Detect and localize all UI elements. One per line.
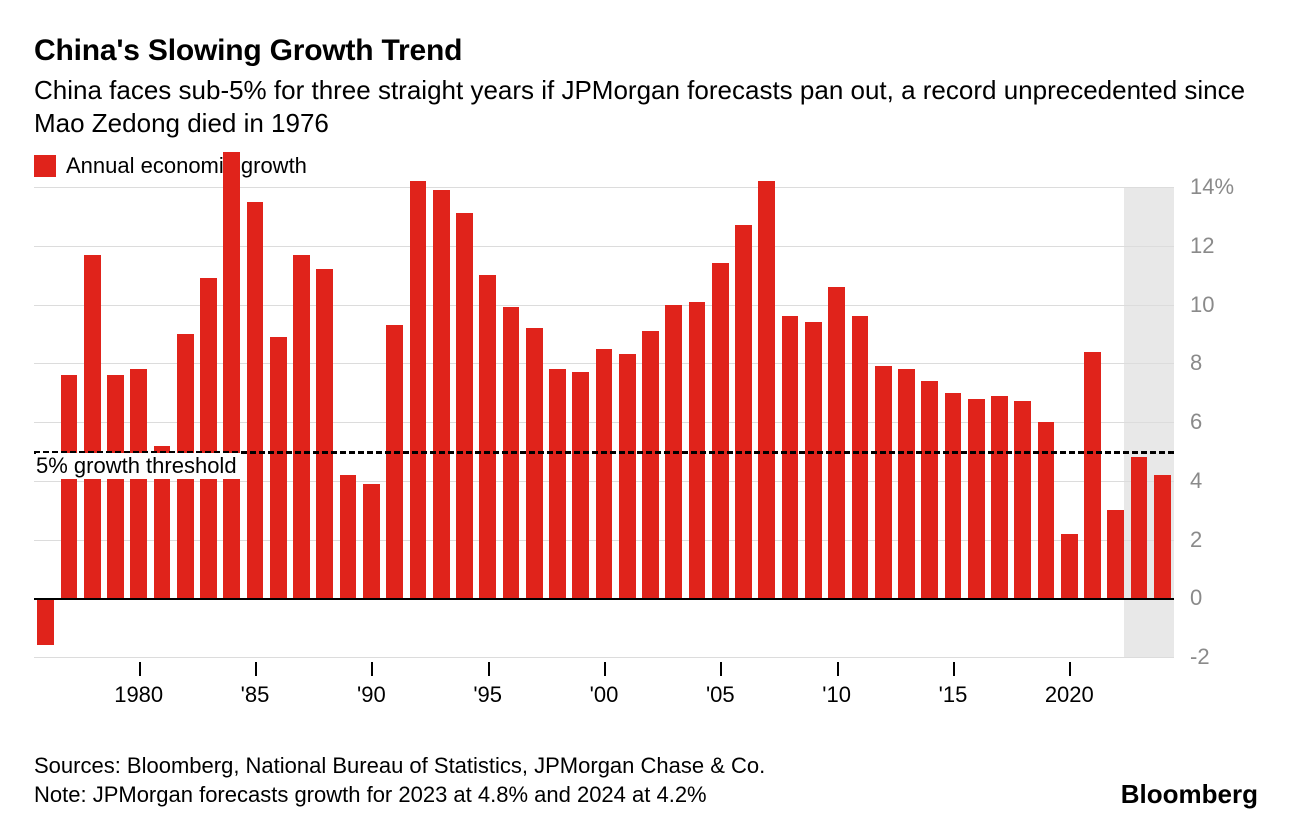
bar — [596, 349, 613, 599]
bar — [689, 302, 706, 599]
bar — [968, 399, 985, 599]
bar — [642, 331, 659, 598]
bar — [37, 598, 54, 645]
x-tick-label: 2020 — [1045, 682, 1094, 708]
plot-area: 5% growth threshold -202468101214% — [34, 187, 1174, 657]
bar — [200, 278, 217, 598]
bar — [735, 225, 752, 598]
brand-logo: Bloomberg — [1121, 779, 1258, 810]
bars-container — [34, 187, 1174, 657]
x-tick — [255, 662, 257, 676]
bar — [130, 369, 147, 598]
note-text: Note: JPMorgan forecasts growth for 2023… — [34, 780, 1258, 810]
y-tick-label: 2 — [1190, 527, 1202, 553]
x-tick — [371, 662, 373, 676]
bar — [456, 213, 473, 598]
bar — [223, 152, 240, 599]
y-tick-label: 12 — [1190, 233, 1214, 259]
bar — [898, 369, 915, 598]
bar — [991, 396, 1008, 599]
legend-swatch — [34, 155, 56, 177]
bar — [107, 375, 124, 598]
bar — [1084, 352, 1101, 599]
bar — [526, 328, 543, 598]
bar — [270, 337, 287, 598]
bar — [572, 372, 589, 598]
bar — [875, 366, 892, 598]
y-tick-label: 8 — [1190, 350, 1202, 376]
x-tick — [488, 662, 490, 676]
bar — [1107, 510, 1124, 598]
gridline — [34, 657, 1174, 658]
sources-text: Sources: Bloomberg, National Bureau of S… — [34, 751, 1258, 781]
legend-label: Annual economic growth — [66, 153, 307, 179]
bar — [479, 275, 496, 598]
bar — [619, 354, 636, 598]
x-tick — [837, 662, 839, 676]
bar — [852, 316, 869, 598]
bar — [1038, 422, 1055, 598]
x-tick — [139, 662, 141, 676]
bar — [712, 263, 729, 598]
x-tick-label: '15 — [939, 682, 968, 708]
bar — [805, 322, 822, 598]
x-tick-label: '90 — [357, 682, 386, 708]
bar — [433, 190, 450, 598]
bar — [1014, 401, 1031, 598]
y-tick-label: 4 — [1190, 468, 1202, 494]
bar — [61, 375, 78, 598]
bar — [828, 287, 845, 598]
chart-subtitle: China faces sub-5% for three straight ye… — [34, 74, 1258, 139]
bar — [782, 316, 799, 598]
bar — [410, 181, 427, 598]
x-tick-label: '85 — [241, 682, 270, 708]
bar — [386, 325, 403, 598]
bar — [1061, 534, 1078, 599]
x-axis: 1980 '85 '90 '95 '00 '05 '10 '15 2020 — [34, 662, 1174, 722]
y-tick-label: 6 — [1190, 409, 1202, 435]
bar — [316, 269, 333, 598]
x-tick-label: '00 — [590, 682, 619, 708]
footer: Sources: Bloomberg, National Bureau of S… — [34, 751, 1258, 810]
y-tick-label: -2 — [1190, 644, 1210, 670]
bar — [758, 181, 775, 598]
x-tick-label: '05 — [706, 682, 735, 708]
legend: Annual economic growth — [34, 153, 1258, 179]
chart-area: 5% growth threshold -202468101214% 1980'… — [34, 187, 1258, 657]
x-tick — [1069, 662, 1071, 676]
bar — [340, 475, 357, 598]
y-tick-label: 14% — [1190, 174, 1234, 200]
bar — [84, 255, 101, 599]
bar — [549, 369, 566, 598]
bar — [247, 202, 264, 599]
zero-axis — [34, 598, 1174, 600]
x-tick — [720, 662, 722, 676]
bar — [945, 393, 962, 599]
bar — [1154, 475, 1171, 598]
threshold-label: 5% growth threshold — [36, 453, 241, 479]
bar — [293, 255, 310, 599]
x-tick-label: '10 — [822, 682, 851, 708]
x-tick-label: 1980 — [114, 682, 163, 708]
bar — [1131, 457, 1148, 598]
y-tick-label: 10 — [1190, 292, 1214, 318]
bar — [363, 484, 380, 599]
x-tick — [953, 662, 955, 676]
y-tick-label: 0 — [1190, 585, 1202, 611]
bar — [921, 381, 938, 598]
x-tick-label: '95 — [473, 682, 502, 708]
x-tick — [604, 662, 606, 676]
chart-title: China's Slowing Growth Trend — [34, 34, 1258, 68]
